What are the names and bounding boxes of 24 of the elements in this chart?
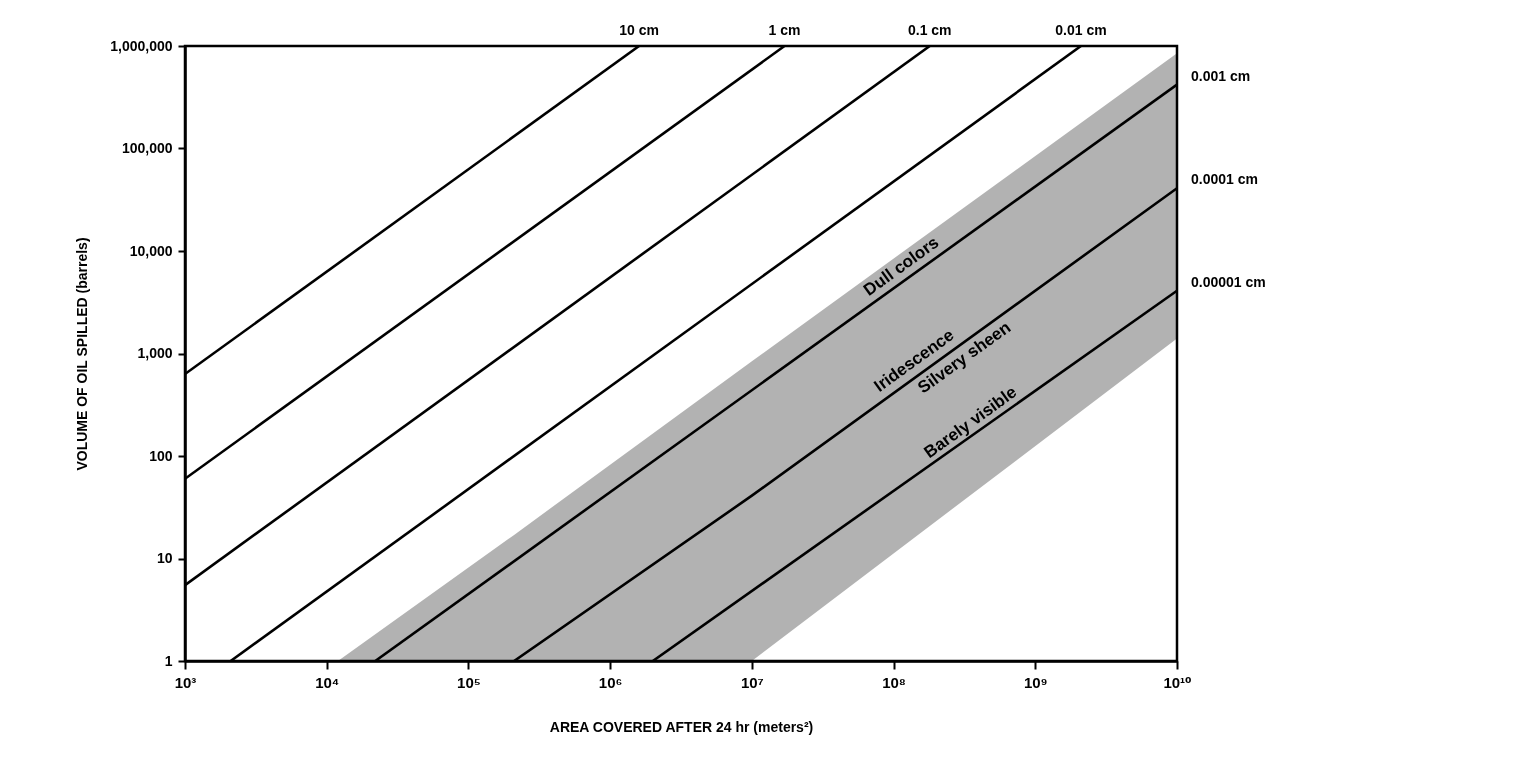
x-tick-label: 10⁴ <box>315 673 340 691</box>
y-tick-label: 100 <box>149 447 173 464</box>
x-tick-label: 10¹⁰ <box>1163 673 1192 691</box>
x-tick-label: 10⁶ <box>598 673 623 691</box>
x-tick-label: 10⁷ <box>740 673 764 691</box>
y-tick-label: 10,000 <box>129 242 173 259</box>
series-label: 0.1 cm <box>907 22 952 38</box>
y-tick-label: 1,000,000 <box>110 37 173 54</box>
series-label: 0.001 cm <box>1191 67 1251 84</box>
x-tick-label: 10⁹ <box>1023 673 1048 691</box>
x-tick-label: 10³ <box>174 673 197 691</box>
y-tick-label: 10 <box>156 550 173 566</box>
x-tick-label: 10⁵ <box>457 673 481 691</box>
series-label: 10 cm <box>619 22 659 38</box>
series-label: 0.0001 cm <box>1191 171 1258 188</box>
y-tick-label: 1,000 <box>137 345 173 361</box>
y-tick-label: 100,000 <box>121 140 173 156</box>
series-label: 1 cm <box>768 22 801 38</box>
y-axis-title: VOLUME OF OIL SPILLED (barrels) <box>74 237 91 471</box>
series-label: 0.01 cm <box>1055 22 1107 38</box>
y-tick-label: 1 <box>164 652 173 669</box>
series-label: 0.00001 cm <box>1191 273 1266 290</box>
x-axis-title: AREA COVERED AFTER 24 hr (meters²) <box>549 718 814 735</box>
x-tick-label: 10⁸ <box>882 673 906 691</box>
